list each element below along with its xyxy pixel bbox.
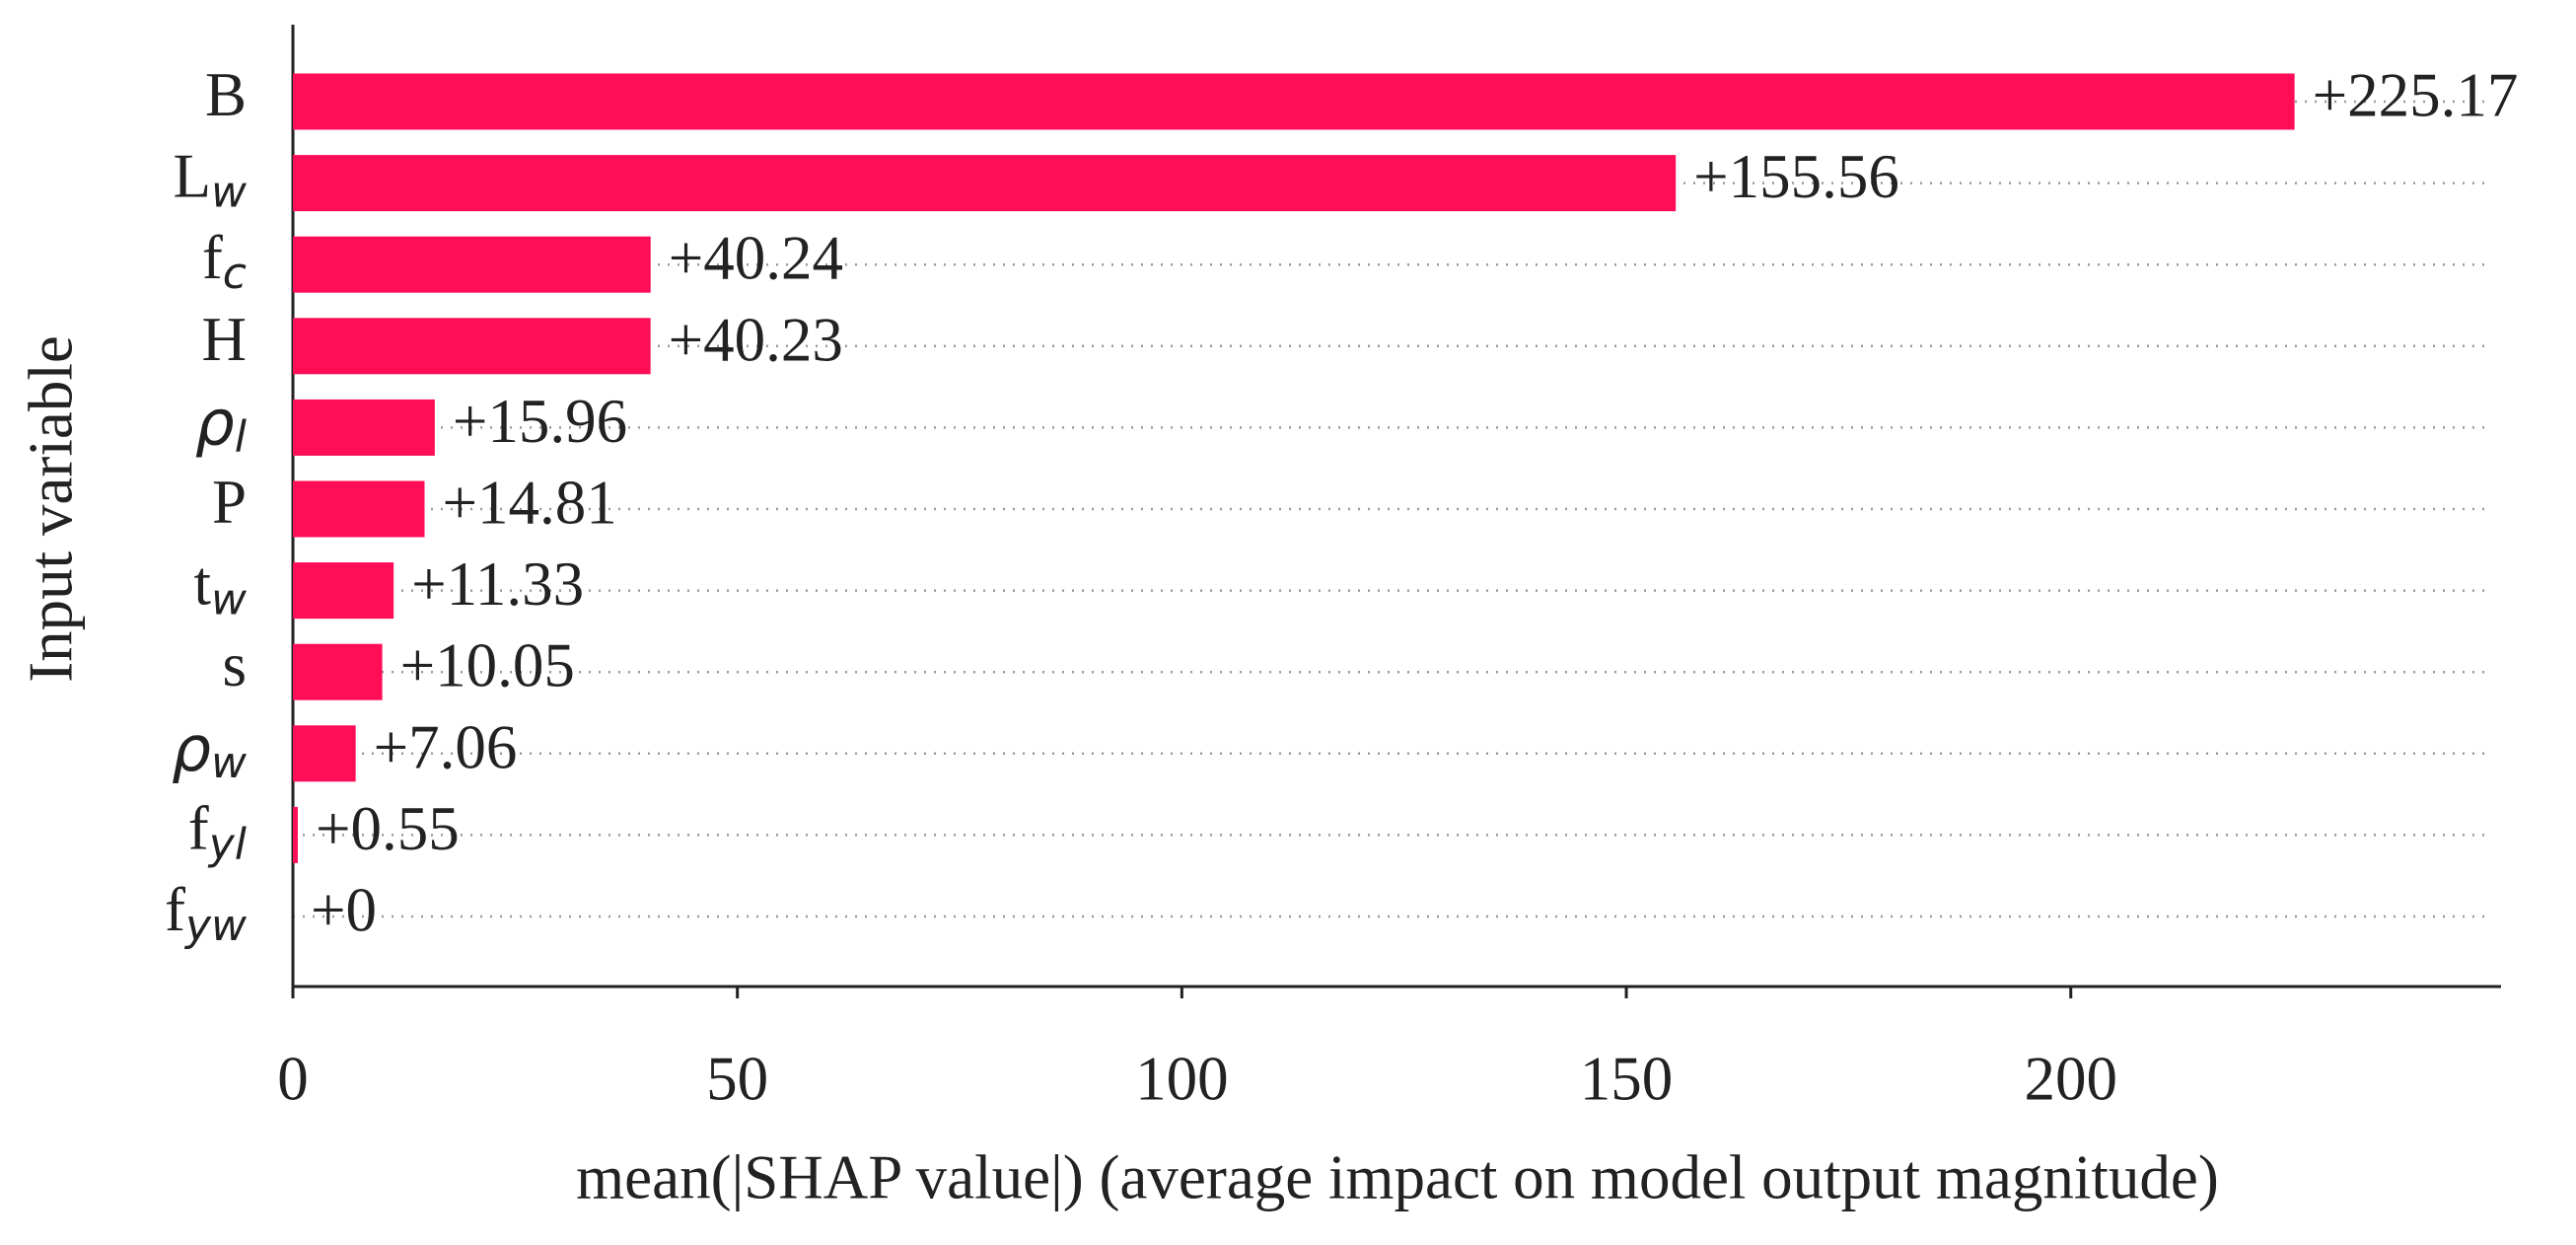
y-tick-label: fyw [165,875,248,951]
bar [293,155,1677,212]
x-axis-title: mean(|SHAP value|) (average impact on mo… [576,1142,2219,1211]
y-tick-label: s [222,631,247,700]
bar [293,643,383,700]
value-label: +10.05 [400,631,575,700]
category-text: H [202,305,248,374]
value-label: +40.24 [669,224,843,293]
bar [293,318,651,375]
category-text: ρ [195,387,235,459]
value-label: +11.33 [411,549,584,619]
value-label: +15.96 [453,387,627,456]
category-text: L [174,142,211,211]
bar [293,806,298,863]
value-label: +0.55 [316,794,460,863]
category-subscript: w [211,168,248,218]
category-text: s [222,631,247,700]
y-tick-label: P [212,468,247,537]
category-subscript: w [211,738,248,788]
bar [293,399,435,456]
value-label: +155.56 [1693,142,1899,211]
value-label: +7.06 [374,712,518,781]
category-text: B [205,60,247,129]
category-text: f [165,875,185,944]
y-tick-label: fc [202,224,247,300]
x-tick-label: 200 [2024,1044,2117,1113]
category-text: ρ [172,713,211,785]
category-text: f [188,794,209,863]
y-tick-label: ρw [172,713,248,788]
bar [293,562,394,620]
bar [293,236,651,293]
category-subscript: yl [207,819,248,869]
y-tick-label: fyl [188,794,248,870]
x-tick-label: 0 [277,1044,309,1113]
category-text: t [193,549,211,619]
x-tick-label: 50 [706,1044,768,1113]
category-subscript: w [211,575,248,625]
value-label: +225.17 [2313,60,2519,129]
y-tick-label: tw [193,549,248,625]
x-tick-label: 150 [1580,1044,1674,1113]
category-text: f [202,224,223,293]
y-tick-label: Lw [174,142,248,218]
x-tick-label: 100 [1135,1044,1229,1113]
y-tick-label: H [202,305,248,374]
value-label: +0 [311,875,377,944]
value-label: +14.81 [442,468,616,537]
category-subscript: l [235,411,248,462]
value-label: +40.23 [669,305,843,374]
bar [293,73,2295,130]
category-subscript: yw [183,901,248,951]
y-tick-label: B [205,60,247,129]
category-text: P [212,468,247,537]
bar [293,480,425,538]
y-axis-title: Input variable [16,335,85,683]
y-tick-label: ρl [195,387,248,462]
category-subscript: c [223,249,247,299]
bar [293,725,356,782]
